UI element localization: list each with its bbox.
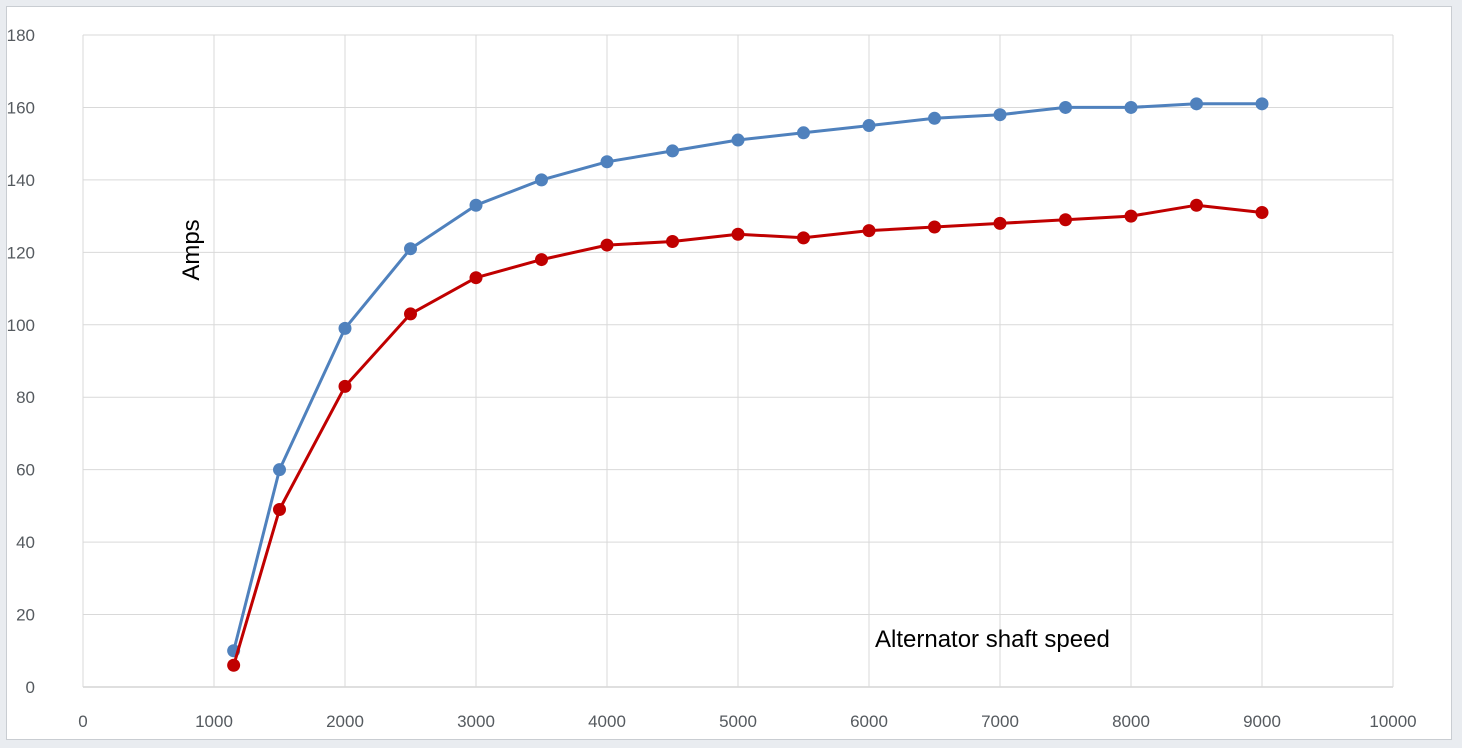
y-axis-title: Amps <box>178 219 205 280</box>
y-tick-label: 60 <box>16 461 35 480</box>
y-tick-label: 40 <box>16 533 35 552</box>
series-1-point <box>338 321 352 335</box>
series-2-point <box>1059 213 1072 227</box>
series-2-point <box>1190 198 1203 212</box>
series-1-point <box>404 242 417 256</box>
x-tick-label: 6000 <box>850 712 888 731</box>
x-tick-label: 3000 <box>457 712 495 731</box>
series-2-point <box>993 216 1007 230</box>
series-1-point <box>469 198 483 212</box>
series-1-point <box>666 144 679 158</box>
series-1-line <box>232 102 1262 652</box>
x-axis-title: Alternator shaft speed <box>875 626 1110 653</box>
y-tick-label: 100 <box>7 316 35 335</box>
y-tick-label: 180 <box>7 26 35 45</box>
chart-frame: 0 20 40 60 80 100 120 140 160 180 0 1000 2000 3000 400… <box>6 6 1452 740</box>
series-2-point <box>666 234 679 248</box>
y-tick-label: 80 <box>16 388 35 407</box>
series-1-point <box>535 173 548 187</box>
series-2-point <box>797 231 810 245</box>
series-1-point <box>1059 100 1072 114</box>
series-2-point <box>469 271 483 285</box>
series-1-point <box>273 463 286 477</box>
x-tick-label: 4000 <box>588 712 626 731</box>
series-1-point <box>993 108 1007 122</box>
x-tick-label: 8000 <box>1112 712 1150 731</box>
x-tick-label: 7000 <box>981 712 1019 731</box>
y-tick-label: 120 <box>7 243 35 262</box>
x-tick-label: 0 <box>78 712 87 731</box>
series-1-point <box>1190 97 1203 111</box>
y-tick-label: 20 <box>16 606 35 625</box>
chart-plot: 0 20 40 60 80 100 120 140 160 180 0 1000 2000 3000 400… <box>7 26 1417 731</box>
series-2-point <box>928 220 941 234</box>
series-2-point <box>338 379 352 393</box>
series-2-point <box>404 307 417 321</box>
series-2-point <box>1255 205 1269 219</box>
y-tick-label: 140 <box>7 171 35 190</box>
chart-tick-labels: 0 20 40 60 80 100 120 140 160 180 0 1000 2000 3000 400… <box>7 26 1417 731</box>
series-1-point <box>600 155 614 169</box>
series-1-point <box>797 126 810 140</box>
y-tick-label: 160 <box>7 98 35 117</box>
series-2-point <box>273 503 286 517</box>
series-2-point <box>600 238 614 252</box>
x-tick-label: 5000 <box>719 712 757 731</box>
series-1-point <box>928 111 941 125</box>
x-tick-label: 2000 <box>326 712 364 731</box>
series-2-point <box>862 224 876 238</box>
x-tick-label: 10000 <box>1369 712 1416 731</box>
chart-series <box>227 97 1269 672</box>
y-tick-label: 0 <box>26 678 35 697</box>
series-1-point <box>731 133 745 147</box>
series-1-point <box>862 119 876 133</box>
chart-gridlines <box>82 34 1394 688</box>
x-tick-label: 1000 <box>195 712 233 731</box>
series-2-point <box>535 253 548 267</box>
x-tick-label: 9000 <box>1243 712 1281 731</box>
series-2-point <box>227 658 241 672</box>
series-1-point <box>1124 100 1138 114</box>
series-2-point <box>731 227 745 241</box>
series-2-point <box>1124 209 1138 223</box>
series-1-point <box>1255 97 1269 111</box>
